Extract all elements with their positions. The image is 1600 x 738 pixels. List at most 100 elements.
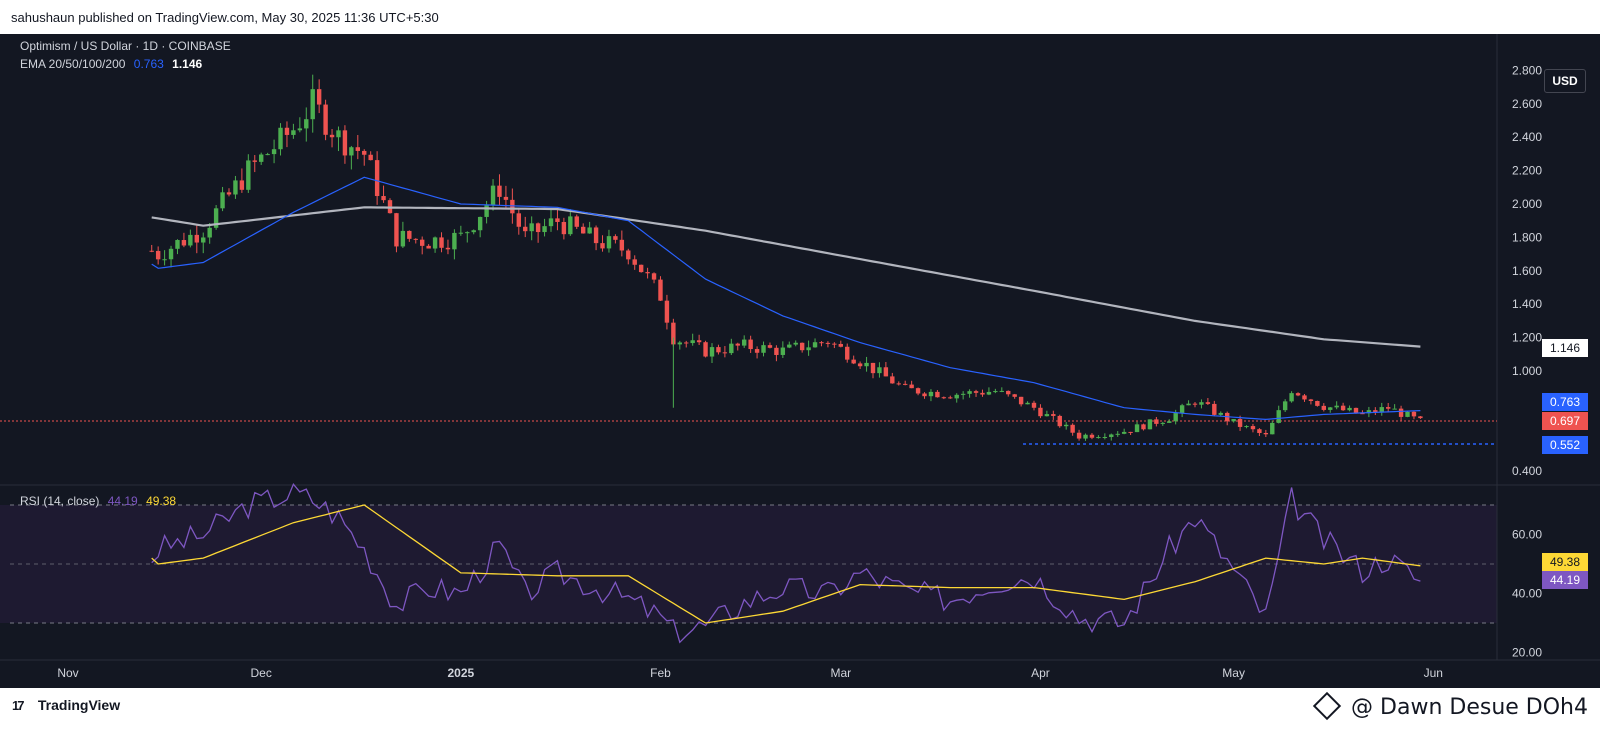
- currency-button[interactable]: USD: [1544, 69, 1586, 93]
- candle: [774, 345, 779, 362]
- candle-body: [845, 346, 850, 360]
- candle-body: [452, 232, 457, 250]
- candle: [812, 338, 818, 348]
- candle-body: [239, 180, 245, 190]
- candle: [864, 356, 869, 372]
- candle: [407, 230, 412, 242]
- candle: [1405, 410, 1410, 418]
- candle-body: [671, 322, 676, 345]
- candle: [465, 231, 470, 243]
- candle: [233, 175, 238, 199]
- candle-body: [510, 199, 515, 214]
- candle: [651, 272, 657, 284]
- candle-body: [535, 223, 541, 233]
- candle: [1411, 410, 1417, 420]
- candle: [722, 346, 728, 358]
- price-tick-label: 2.600: [1512, 97, 1542, 111]
- candle: [903, 380, 908, 386]
- candle-body: [407, 230, 412, 239]
- candle-body: [213, 208, 219, 228]
- rsi-legend[interactable]: RSI (14, close) 44.19 49.38: [20, 494, 176, 508]
- candle-body: [1289, 393, 1294, 402]
- candle: [252, 155, 257, 173]
- chart-svg[interactable]: 2.800 2.600 2.400 2.200 2.000 1.800 1.600 1.400…: [0, 34, 1600, 688]
- candle-body: [304, 119, 309, 129]
- candle-body: [593, 227, 599, 244]
- candle-body: [1386, 407, 1391, 409]
- candle-body: [1205, 402, 1211, 404]
- candle: [1289, 391, 1294, 403]
- candle-body: [497, 185, 502, 197]
- candle-body: [168, 248, 174, 260]
- candle-body: [632, 259, 637, 265]
- candle: [1102, 433, 1108, 440]
- candle-body: [265, 154, 270, 156]
- candle-body: [1360, 413, 1365, 415]
- candle: [1418, 415, 1423, 419]
- time-tick-label: Feb: [650, 666, 671, 680]
- tradingview-logo[interactable]: 17 TradingView: [12, 697, 120, 713]
- candle-body: [658, 279, 663, 301]
- candle: [742, 335, 747, 348]
- candle: [709, 343, 715, 364]
- candle-body: [1199, 402, 1204, 405]
- candle-body: [252, 160, 257, 162]
- candle-body: [342, 130, 348, 156]
- candle: [1134, 421, 1140, 433]
- publisher-text: sahushaun published on TradingView.com, …: [11, 10, 439, 25]
- candle-body: [832, 343, 837, 345]
- candle: [619, 230, 625, 257]
- candle-body: [677, 342, 682, 345]
- time-tick-label: May: [1222, 666, 1245, 680]
- candle: [400, 221, 406, 249]
- candle-body: [1418, 416, 1423, 419]
- candle: [568, 209, 573, 236]
- chart-area[interactable]: 2.800 2.600 2.400 2.200 2.000 1.800 1.600 1.400…: [0, 34, 1600, 688]
- candle-body: [561, 221, 567, 235]
- candle: [1186, 400, 1191, 406]
- ema200-legend-value: 1.146: [172, 57, 203, 71]
- candle: [581, 223, 586, 234]
- candle-body: [742, 339, 747, 346]
- candle-body: [368, 154, 373, 161]
- candle-body: [1057, 415, 1062, 427]
- candle-body: [1212, 403, 1217, 415]
- time-tick-label: Dec: [251, 666, 272, 680]
- candle-body: [226, 192, 232, 195]
- time-tick-label: Mar: [830, 666, 851, 680]
- candle: [1212, 400, 1217, 417]
- candle-body: [864, 362, 869, 367]
- candle: [754, 346, 760, 359]
- candle: [696, 334, 702, 346]
- candle: [1044, 410, 1050, 417]
- candle: [915, 387, 921, 396]
- candle-body: [999, 390, 1004, 392]
- candle-body: [722, 352, 728, 354]
- candle: [993, 388, 998, 394]
- candle-body: [162, 259, 167, 261]
- candle: [561, 217, 567, 240]
- candle-body: [1308, 399, 1314, 401]
- rsi-line: [151, 482, 1421, 644]
- ema-legend[interactable]: EMA 20/50/100/200 0.763 1.146: [20, 57, 202, 71]
- candle: [761, 341, 766, 357]
- candle-body: [1321, 405, 1326, 410]
- candle-body: [246, 160, 251, 190]
- candle: [1076, 429, 1082, 441]
- candle: [1315, 400, 1320, 407]
- candle: [432, 236, 438, 253]
- candle: [1089, 433, 1095, 440]
- candle-body: [774, 347, 779, 355]
- candle: [497, 174, 502, 206]
- candle-body: [716, 347, 721, 353]
- candle-body: [439, 237, 444, 248]
- candle: [806, 340, 811, 356]
- candle-body: [973, 391, 979, 393]
- candle: [967, 389, 972, 398]
- candle: [632, 255, 637, 270]
- candle-body: [1295, 393, 1301, 396]
- candle-body: [941, 397, 947, 399]
- candle: [181, 232, 187, 248]
- candle-body: [1154, 419, 1159, 424]
- candle-body: [729, 343, 734, 354]
